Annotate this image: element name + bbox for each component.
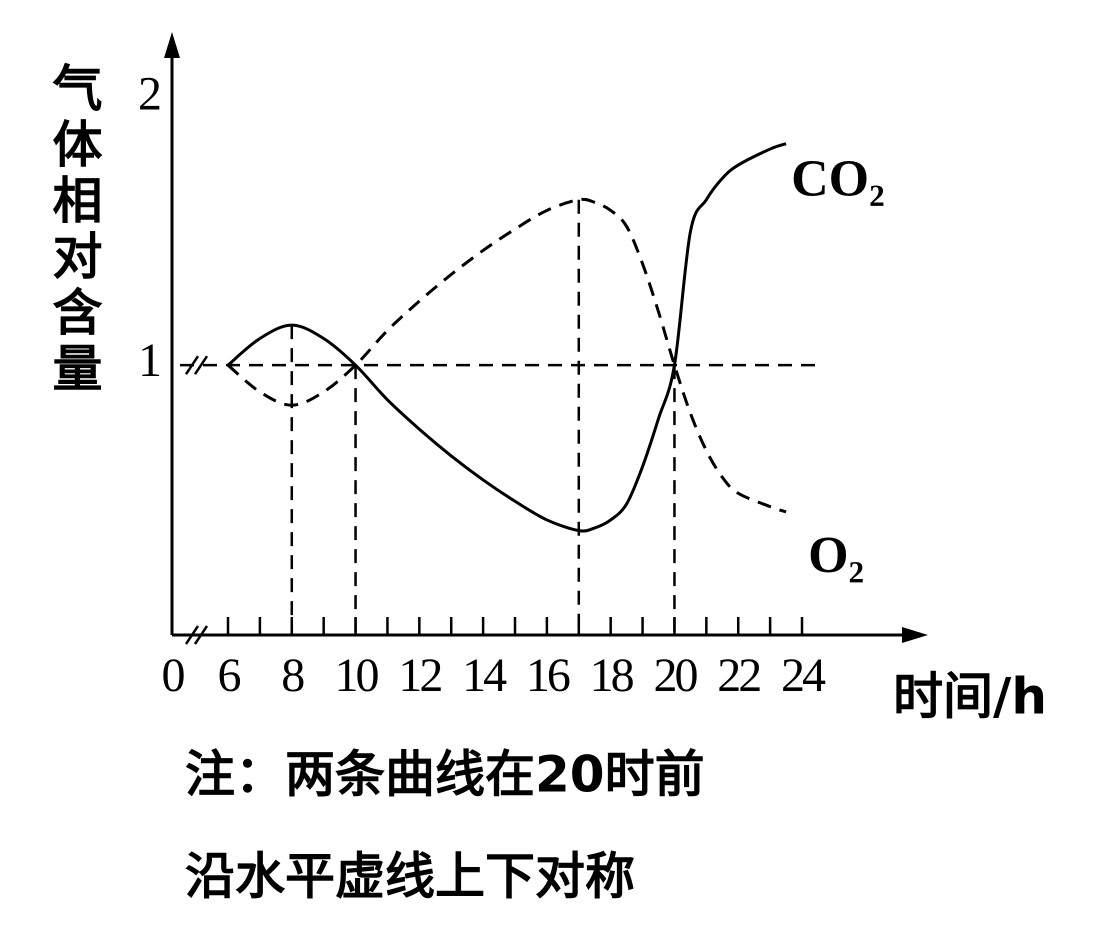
note-line: 注：两条曲线在20时前: [185, 746, 705, 804]
x-axis-arrow: [902, 627, 928, 643]
x-tick-label: 22: [717, 649, 760, 702]
axis-break: [193, 625, 209, 645]
x-tick-label: 20: [653, 649, 697, 702]
axis-break: [184, 625, 200, 645]
x-tick-label: 8: [281, 649, 304, 702]
x-tick-label: 14: [462, 649, 507, 702]
axis-break: [184, 355, 200, 375]
y-axis-label: 气体相对含量: [45, 62, 103, 398]
series-line: [227, 142, 787, 533]
x-tick-label: 0: [162, 649, 185, 702]
axis-break: [193, 355, 209, 375]
x-tick-label: 18: [590, 649, 634, 702]
x-tick-label: 24: [781, 649, 826, 702]
note-line: 沿水平虚线上下对称: [185, 848, 635, 906]
y-tick-label: 2: [138, 67, 162, 120]
x-tick-label: 6: [218, 649, 241, 702]
x-tick-label: 10: [335, 649, 379, 702]
series-label: O₂: [808, 527, 864, 584]
x-axis-label: 时间/h: [893, 668, 1047, 726]
y-tick-label: 1: [138, 334, 162, 387]
series-line: [227, 197, 787, 514]
y-axis-arrow: [164, 32, 180, 58]
series-label: CO₂: [791, 151, 885, 208]
x-tick-label: 12: [398, 649, 441, 702]
x-tick-label: 16: [526, 649, 570, 702]
